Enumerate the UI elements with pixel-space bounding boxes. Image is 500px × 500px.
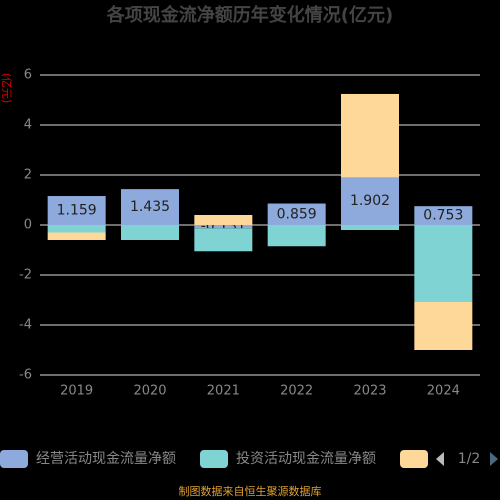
x-tick-label: 2021 xyxy=(207,384,240,399)
bar-segment xyxy=(47,232,106,240)
y-tick-label: 2 xyxy=(24,168,32,183)
data-label: 0.859 xyxy=(277,206,317,222)
y-tick-label: -2 xyxy=(19,268,32,283)
bar-segment xyxy=(194,225,253,229)
legend-swatch xyxy=(400,450,428,468)
bar-segment xyxy=(414,302,473,350)
x-tick-label: 2024 xyxy=(427,384,460,399)
legend-page: 1/2 xyxy=(458,451,481,467)
y-tick-label: -4 xyxy=(19,318,32,333)
data-label: 1.902 xyxy=(350,193,390,209)
data-label: 1.435 xyxy=(130,199,170,215)
bar-segment xyxy=(121,225,179,240)
legend-next[interactable] xyxy=(490,452,498,466)
bar-segment xyxy=(47,225,106,233)
bar-segment xyxy=(414,225,473,302)
y-tick-label: 6 xyxy=(24,68,32,83)
bar-segment xyxy=(194,228,253,252)
x-tick-label: 2023 xyxy=(353,384,386,399)
bar-segment xyxy=(341,225,399,230)
y-tick-label: 4 xyxy=(24,118,32,133)
legend-label: 投资活动现金流量净额 xyxy=(236,451,376,467)
bar-segment xyxy=(414,206,473,225)
legend-swatch xyxy=(200,450,228,468)
source-note: 制图数据来自恒生聚源数据库 xyxy=(179,484,322,498)
y-tick-label: -6 xyxy=(19,368,32,383)
chart-title: 各项现金流净额历年变化情况(亿元) xyxy=(106,4,393,26)
data-label: 0.753 xyxy=(423,208,463,224)
bar-segment xyxy=(121,189,179,225)
data-label: 1.159 xyxy=(57,203,97,219)
legend-swatch xyxy=(0,450,28,468)
legend-prev[interactable] xyxy=(436,452,444,466)
bar-segment xyxy=(267,225,326,247)
bar-segment xyxy=(341,93,399,178)
legend-label: 经营活动现金流量净额 xyxy=(36,451,176,467)
x-tick-label: 2019 xyxy=(60,384,93,399)
bar-segment xyxy=(267,203,326,225)
bar-segment xyxy=(47,196,106,225)
bar-segment xyxy=(194,215,253,225)
x-tick-label: 2022 xyxy=(280,384,313,399)
y-axis-label: (亿元) xyxy=(0,73,13,104)
x-tick-label: 2020 xyxy=(133,384,166,399)
y-tick-label: 0 xyxy=(24,218,32,233)
bar-segment xyxy=(341,177,399,225)
